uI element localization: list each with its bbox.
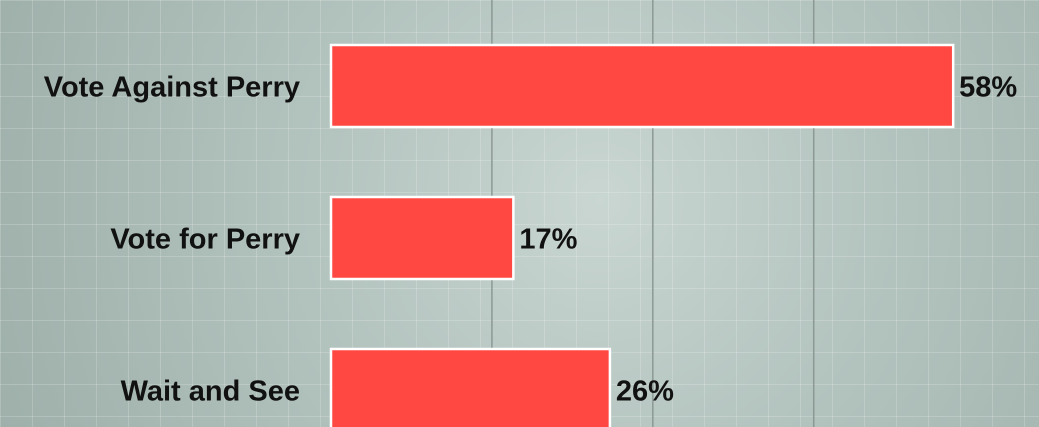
value-label: 58% <box>959 72 1017 104</box>
category-label: Vote for Perry <box>110 224 300 256</box>
category-label: Vote Against Perry <box>44 72 300 104</box>
bar <box>329 347 612 427</box>
category-label: Wait and See <box>121 376 300 408</box>
value-label: 17% <box>519 224 577 256</box>
bar <box>329 195 515 281</box>
bar <box>329 43 955 129</box>
value-label: 26% <box>616 376 674 408</box>
